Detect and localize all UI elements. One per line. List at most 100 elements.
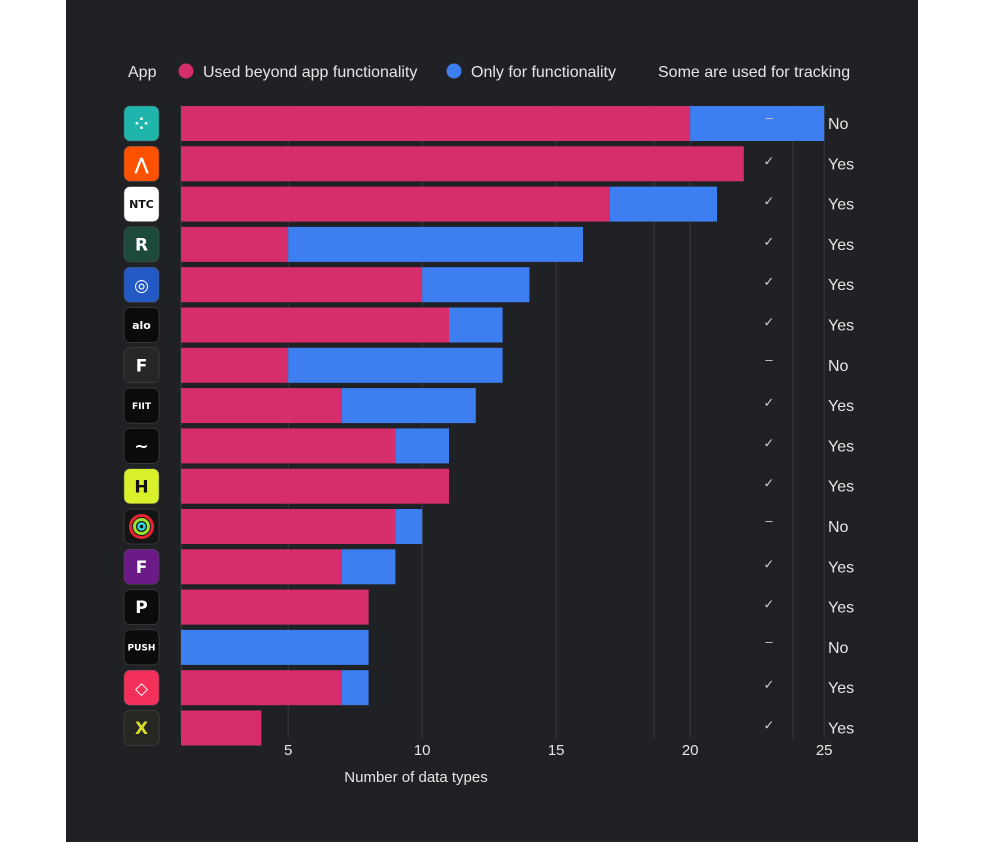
fiit-icon-glyph: FIIT <box>132 402 152 412</box>
adidas-running-icon <box>123 266 160 303</box>
hevy-icon-glyph: H <box>134 477 148 497</box>
bar-beyond <box>181 428 396 464</box>
x-tick-label: 25 <box>816 742 833 759</box>
alo-icon-glyph: alo <box>132 319 151 332</box>
tracking-mark: ✓ <box>764 315 775 330</box>
runkeeper-icon-glyph: R <box>135 236 148 256</box>
bar-functionality <box>449 307 503 343</box>
keep-icon-glyph: X <box>135 719 148 739</box>
tracking-label: Yes <box>828 479 854 496</box>
tracking-label: Yes <box>828 398 854 415</box>
tracking-label: No <box>828 116 849 133</box>
tracking-label: Yes <box>828 559 854 576</box>
fitbit-icon <box>123 105 160 142</box>
legend-label-1: Only for functionality <box>471 64 616 81</box>
push-icon <box>123 629 160 666</box>
legend-label-0: Used beyond app functionality <box>203 64 417 81</box>
fitbit-icon-glyph: ⁘ <box>134 115 148 135</box>
chart-panel: App Used beyond app functionality Only for… <box>66 0 918 842</box>
tracking-label: Yes <box>828 156 854 173</box>
x-tick-label: 10 <box>414 742 431 759</box>
freeletics-icon-glyph: F <box>136 356 148 376</box>
tracking-mark: ✓ <box>764 435 775 450</box>
freeletics-icon <box>123 347 160 384</box>
bar-functionality <box>181 629 369 665</box>
apple-fitness-ring-outer <box>129 514 154 539</box>
bar-beyond <box>181 388 342 424</box>
peloton-icon-glyph: P <box>135 598 147 618</box>
bar-beyond <box>181 186 610 222</box>
bar-functionality <box>422 267 530 303</box>
legend-swatch-1 <box>446 63 462 79</box>
tracking-label: No <box>828 519 849 536</box>
fiton-icon <box>123 549 160 585</box>
tracking-mark: ✓ <box>764 395 775 410</box>
tracking-mark: ✓ <box>764 556 775 571</box>
apple-fitness-ring-middle <box>133 518 150 535</box>
tracking-mark: – <box>765 352 773 367</box>
legend-swatch-0 <box>178 63 194 79</box>
fiit-icon <box>123 387 160 424</box>
adidas-running-icon-glyph: ◎ <box>134 276 149 296</box>
x-tick-label: 5 <box>284 742 292 759</box>
bar-functionality <box>288 226 583 262</box>
tracking-label: Yes <box>828 237 854 254</box>
bar-beyond <box>181 549 342 585</box>
tracking-mark: – <box>765 110 773 125</box>
bar-beyond <box>181 670 342 706</box>
strava-icon <box>123 146 160 182</box>
bar-functionality <box>341 549 396 585</box>
tracking-mark: ✓ <box>764 274 775 289</box>
bar-beyond <box>181 146 744 182</box>
bar-beyond <box>181 307 449 343</box>
bar-functionality <box>395 509 423 544</box>
tracking-label: Yes <box>828 197 854 214</box>
tracking-label: Yes <box>828 277 854 294</box>
keep-icon <box>123 710 160 746</box>
bar-functionality <box>395 428 449 464</box>
bar-beyond <box>181 106 691 141</box>
x-tick-label: 20 <box>682 742 699 759</box>
bar-functionality <box>341 670 369 706</box>
tracking-mark: ✓ <box>764 234 775 249</box>
bar-beyond <box>181 267 423 303</box>
bar-functionality <box>288 347 503 383</box>
hevy-icon <box>123 468 160 504</box>
tracking-label: Yes <box>828 600 854 617</box>
tracking-mark: ✓ <box>764 718 775 733</box>
tracking-mark: ✓ <box>764 194 775 209</box>
bar-functionality <box>609 186 717 222</box>
bar-beyond <box>181 589 369 625</box>
strava-icon-glyph: ⋀ <box>134 155 149 175</box>
bar-functionality <box>341 388 476 424</box>
tracking-header: Some are used for tracking <box>658 64 850 81</box>
tracking-mark: – <box>765 634 773 649</box>
nike-training-club-icon-glyph: NTC <box>129 198 154 211</box>
apple-fitness-ring-inner <box>137 522 146 531</box>
alo-icon <box>123 307 160 343</box>
tracking-mark: ✓ <box>764 597 775 612</box>
tracking-mark: – <box>765 513 773 528</box>
flo-icon <box>123 669 160 706</box>
bar-beyond <box>181 509 396 544</box>
tracking-label: Yes <box>828 721 854 738</box>
tracking-label: Yes <box>828 438 854 455</box>
nike-run-club-icon <box>123 428 160 464</box>
x-tick-label: 15 <box>548 742 565 759</box>
fiton-icon-glyph: F <box>136 558 148 578</box>
nike-run-club-icon-glyph: ~ <box>134 437 148 457</box>
nike-training-club-icon <box>123 186 160 222</box>
tracking-label: Yes <box>828 680 854 697</box>
flo-icon-glyph: ◇ <box>135 679 149 699</box>
chart: App Used beyond app functionality Only for… <box>123 63 854 786</box>
tracking-mark: ✓ <box>764 153 775 168</box>
runkeeper-icon <box>123 226 160 263</box>
bar-beyond <box>181 347 289 383</box>
tracking-label: Yes <box>828 318 854 335</box>
tracking-label: No <box>828 358 849 375</box>
bar-functionality <box>690 106 825 141</box>
tracking-mark: ✓ <box>764 476 775 491</box>
peloton-icon <box>123 589 160 625</box>
x-axis-title: Number of data types <box>344 769 487 786</box>
bar-beyond <box>181 710 262 746</box>
